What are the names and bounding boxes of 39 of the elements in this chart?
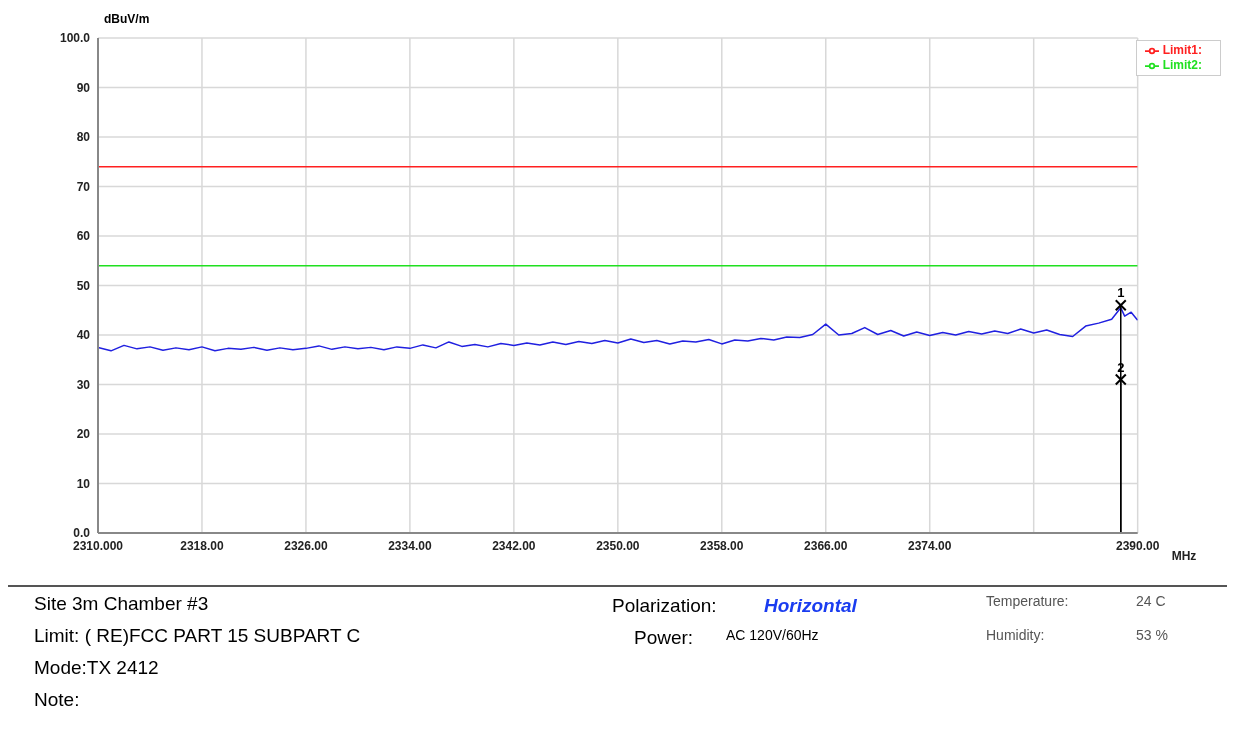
x-tick-label: 2358.00 [700,538,744,553]
text: Site 3m Chamber #3 [34,593,209,615]
y-tick-label: 100.0 [59,31,91,46]
x-tick-label: 2390.00 [1115,538,1160,553]
x-tick-label: 2374.00 [908,538,952,553]
text: Mode:TX 2412 [34,657,159,679]
y-tick-label: 10 [76,476,91,491]
text: Polarization: [612,595,717,617]
text: Limit: ( RE)FCC PART 15 SUBPART C [34,625,361,647]
x-axis-title: MHz [1171,549,1197,564]
x-tick-label: 2342.00 [492,538,536,553]
y-tick-label: 60 [76,229,91,244]
text: Humidity: [986,627,1045,643]
text: Power: [634,627,694,649]
text: 24 C [1136,593,1166,609]
y-tick-label: 50 [76,278,91,293]
x-tick-label: 2318.00 [180,538,224,553]
annotation: 1 [1117,285,1125,301]
y-tick-label: 20 [76,427,91,442]
x-tick-label: 2334.00 [388,538,432,553]
x-tick-label: 2366.00 [804,538,848,553]
x-tick-label: 2310.000 [72,538,124,553]
text: 53 % [1136,627,1168,643]
text: Temperature: [986,593,1069,609]
x-tick-label: 2326.00 [284,538,328,553]
y-tick-label: 40 [76,328,91,343]
text: AC 120V/60Hz [726,627,819,643]
line-series [98,307,1138,352]
y-tick-label: 30 [76,377,91,392]
text: Note: [34,689,80,711]
y-tick-label: 90 [76,80,91,95]
text: Horizontal [764,595,857,617]
y-tick-label: 80 [76,130,91,145]
x-tick-label: 2350.00 [596,538,640,553]
y-axis-title: dBuV/m [104,12,150,26]
legend-label: Limit2: [1162,57,1202,72]
y-tick-label: 0.0 [73,526,91,541]
legend-label: Limit1: [1162,43,1202,57]
y-tick-label: 70 [76,179,91,194]
